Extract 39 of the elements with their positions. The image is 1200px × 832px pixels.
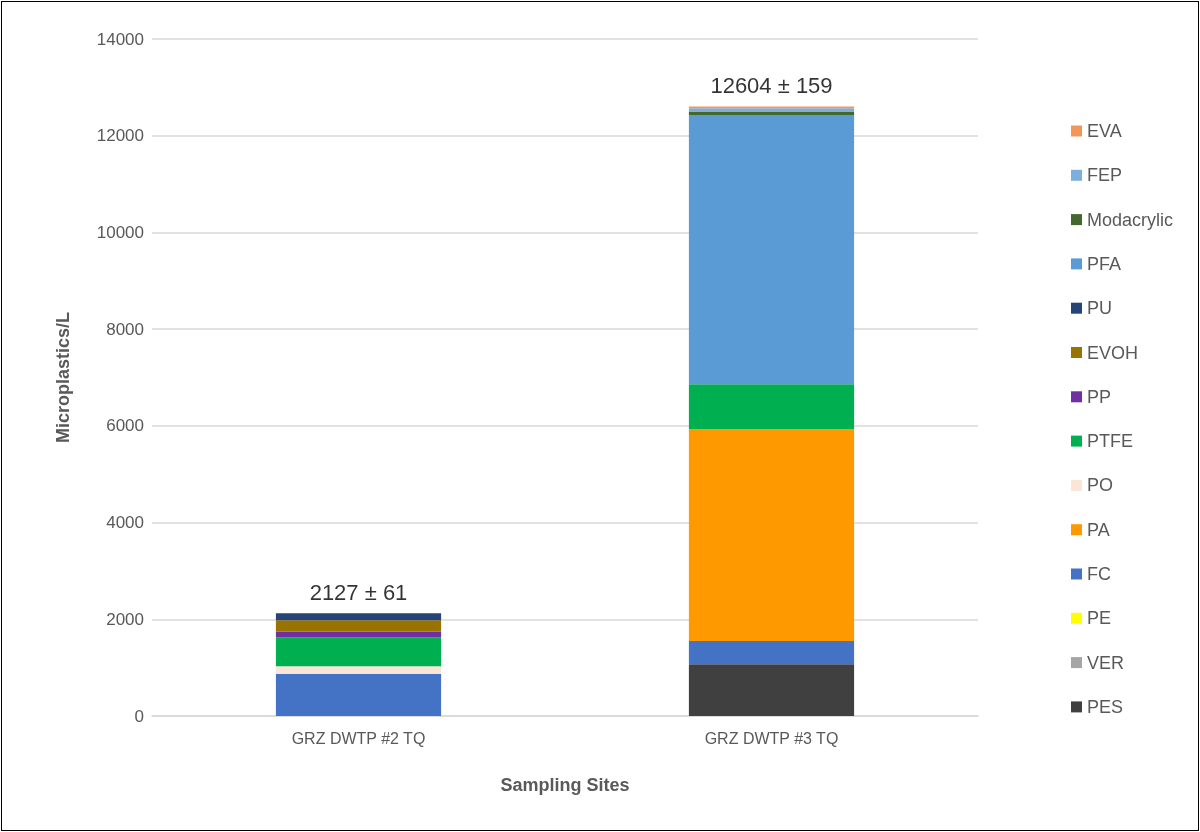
legend-label: PA xyxy=(1086,519,1110,540)
x-axis-title: Sampling Sites xyxy=(500,775,630,795)
y-tick-label: 8000 xyxy=(106,319,144,339)
legend-label: PU xyxy=(1086,298,1112,319)
y-tick-label: 4000 xyxy=(106,513,144,533)
legend-label: FC xyxy=(1086,564,1111,584)
legend-label: Modacrylic xyxy=(1086,209,1174,230)
bar xyxy=(275,613,442,621)
bar xyxy=(688,429,855,642)
y-tick-label: 14000 xyxy=(96,29,144,49)
y-tick-label: 10000 xyxy=(96,222,144,242)
bar xyxy=(275,673,442,716)
y-tick-label: 0 xyxy=(134,706,144,726)
legend-label: PP xyxy=(1086,386,1111,407)
bar xyxy=(688,664,855,716)
x-tick-label: GRZ DWTP #3 TQ xyxy=(704,729,839,747)
bar xyxy=(688,115,855,385)
legend-label: EVA xyxy=(1086,121,1122,141)
bar xyxy=(688,641,855,665)
legend-label: PES xyxy=(1086,696,1124,717)
legend-label: PTFE xyxy=(1086,431,1133,452)
annotation: 2127 ± 61 xyxy=(309,579,408,605)
legend-label: PE xyxy=(1086,608,1111,629)
legend-label: PO xyxy=(1086,475,1113,496)
y-tick-label: 6000 xyxy=(106,416,144,436)
legend-label: PFA xyxy=(1086,253,1121,274)
bar xyxy=(275,631,442,638)
bar xyxy=(275,637,442,667)
bar xyxy=(275,620,442,632)
legend-label: VER xyxy=(1086,652,1124,673)
x-tick-label: GRZ DWTP #2 TQ xyxy=(291,729,426,747)
y-tick-label: 12000 xyxy=(96,126,144,146)
annotation: 12604 ± 159 xyxy=(710,73,833,99)
legend-label: FEP xyxy=(1086,165,1122,186)
y-axis-title: Microplastics/L xyxy=(53,311,73,444)
bar xyxy=(275,666,442,674)
y-tick-label: 2000 xyxy=(106,609,144,629)
legend-label: EVOH xyxy=(1086,342,1138,363)
bar xyxy=(688,384,855,430)
